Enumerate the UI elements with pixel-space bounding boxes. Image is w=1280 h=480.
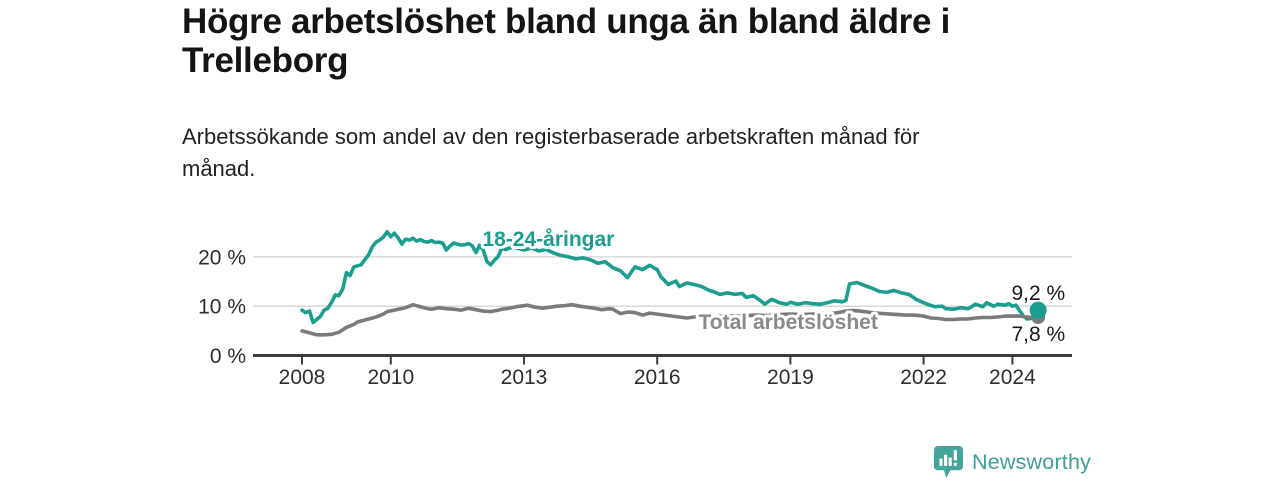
young-series-label: 18-24-åringar: [482, 228, 614, 251]
young-end-value-label: 9,2 %: [1011, 282, 1065, 305]
chart-subtitle: Arbetssökande som andel av den registerb…: [182, 124, 920, 182]
logo-bar-tall: [944, 454, 948, 466]
logo-bar-short: [939, 458, 943, 466]
x-tick-label-2022: 2022: [900, 366, 947, 389]
logo-bar-medium: [948, 457, 952, 466]
total-end-value-label: 7,8 %: [1011, 323, 1065, 346]
x-tick-label-2016: 2016: [634, 366, 681, 389]
y-tick-label-20: 20 %: [198, 246, 246, 269]
young-series-line: [300, 230, 1040, 325]
newsworthy-branding[interactable]: Newsworthy: [933, 445, 1091, 479]
chart-title: Högre arbetslöshet bland unga än bland ä…: [182, 2, 950, 80]
logo-exclamation-dot: [953, 462, 958, 466]
young-end-dot: [1029, 301, 1047, 319]
y-tick-label-10: 10 %: [198, 296, 246, 319]
x-tick-label-2024: 2024: [989, 366, 1036, 389]
y-tick-label-0: 0 %: [210, 345, 246, 368]
total-series-label: Total arbetslöshet: [699, 311, 878, 334]
newsworthy-logo-icon: [933, 446, 964, 478]
x-tick-label-2008: 2008: [279, 366, 326, 389]
x-tick-label-2019: 2019: [767, 366, 814, 389]
logo-exclamation-bar: [953, 449, 958, 461]
x-tick-label-2013: 2013: [501, 366, 548, 389]
newsworthy-logo-text: Newsworthy: [972, 449, 1092, 474]
total-series-line: [300, 302, 1040, 337]
x-tick-label-2010: 2010: [367, 366, 414, 389]
